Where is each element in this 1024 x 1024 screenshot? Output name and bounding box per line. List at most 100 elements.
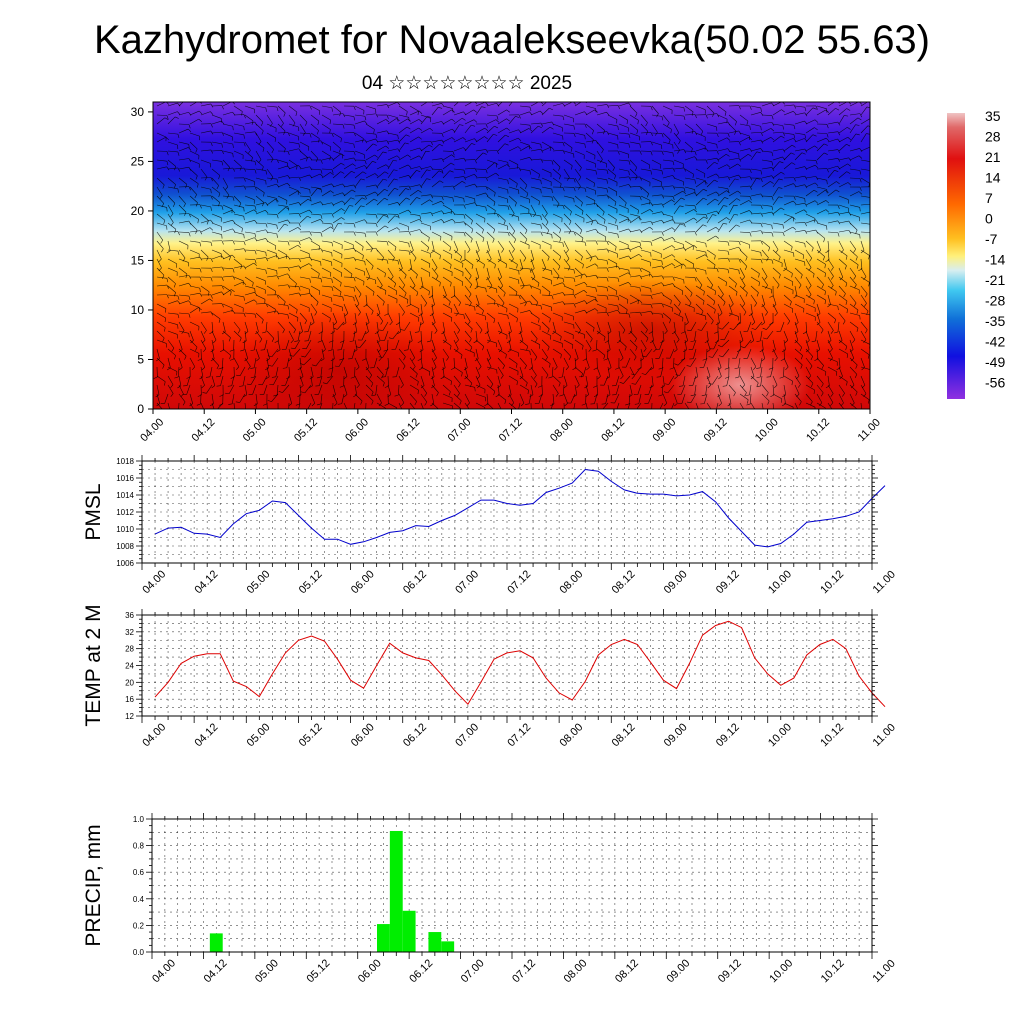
y-tick-label: 36 xyxy=(125,611,134,620)
x-tick-label: 08.00 xyxy=(557,568,585,596)
x-tick-label: 10.00 xyxy=(766,721,794,749)
chart-title: Kazhydromet for Novaalekseevka(50.02 55.… xyxy=(93,18,930,62)
precip-bar xyxy=(377,924,390,952)
y-tick-label: 20 xyxy=(125,678,134,687)
grid xyxy=(142,615,872,716)
y-tick-label: 20 xyxy=(131,204,145,218)
colorbar-label: -28 xyxy=(985,293,1005,309)
precip-bar xyxy=(402,910,416,952)
x-tick-label: 04.12 xyxy=(192,568,220,596)
colorbar-label: -56 xyxy=(985,375,1005,391)
y-tick-label: 25 xyxy=(131,154,145,168)
x-tick-label: 10.12 xyxy=(804,416,832,444)
x-tick-label: 07.12 xyxy=(505,721,533,749)
colorbar-label: -21 xyxy=(985,272,1005,288)
x-tick-label: 04.00 xyxy=(138,416,166,444)
x-tick-label: 10.12 xyxy=(819,957,847,985)
y-axis-label: TEMP at 2 M xyxy=(82,604,105,726)
colorbar-label: -7 xyxy=(985,231,998,247)
x-tick-label: 05.12 xyxy=(304,957,332,985)
x-tick-label: 06.00 xyxy=(343,416,371,444)
temperature-cross-section: 0 5 10 15 20 25 30 04.00 04.12 05.00 05.12 06.00 06.… xyxy=(131,101,883,444)
x-tick-label: 11.00 xyxy=(870,958,897,985)
y-tick-label: 28 xyxy=(125,645,134,654)
colorbar-label: 21 xyxy=(985,149,1001,165)
x-tick-label: 11.00 xyxy=(871,722,898,749)
y-tick-label: 1012 xyxy=(116,508,134,517)
x-tick-label: 05.00 xyxy=(245,568,273,596)
y-tick-label: 0.8 xyxy=(133,842,145,851)
colorbar-label: 7 xyxy=(985,190,993,206)
colorbar-label: 14 xyxy=(985,170,1001,186)
x-tick-label: 06.00 xyxy=(349,568,377,596)
y-tick-label: 0.6 xyxy=(133,868,145,877)
x-tick-label: 09.00 xyxy=(662,568,690,596)
colorbar-label: -14 xyxy=(985,252,1005,268)
series-line xyxy=(154,620,886,708)
pmsl-chart: 1006 1008 1010 1012 1014 1016 1018 04.00 04.12 05… xyxy=(82,455,898,596)
x-tick-label: 07.12 xyxy=(505,568,533,596)
x-tick-label: 10.00 xyxy=(766,568,794,596)
y-tick-label: 0 xyxy=(137,402,144,416)
x-tick-label: 10.12 xyxy=(818,568,846,596)
precip-bar xyxy=(441,941,455,952)
y-tick-label: 5 xyxy=(137,352,144,366)
x-tick-label: 06.12 xyxy=(407,957,435,985)
x-tick-label: 05.12 xyxy=(292,416,320,444)
precip-chart: 0.0 0.2 0.4 0.6 0.8 1.0 04.00 04.12 05.00 05.12 06… xyxy=(82,813,898,985)
x-tick-label: 09.00 xyxy=(662,721,690,749)
y-tick-label: 1016 xyxy=(116,474,134,483)
x-tick-label: 09.12 xyxy=(716,957,744,985)
x-tick-label: 05.00 xyxy=(253,957,281,985)
x-tick-label: 08.00 xyxy=(562,957,590,985)
y-tick-label: 30 xyxy=(131,105,145,119)
x-tick-label: 06.00 xyxy=(356,957,384,985)
x-tick-label: 10.12 xyxy=(818,721,846,749)
x-tick-label: 04.12 xyxy=(192,721,220,749)
colorbar-ramp xyxy=(947,113,965,399)
y-tick-label: 0.0 xyxy=(133,948,145,957)
y-axis-label: PRECIP, mm xyxy=(82,824,105,946)
y-tick-label: 15 xyxy=(131,253,145,267)
x-tick-label: 08.12 xyxy=(613,957,641,985)
warm-core-3 xyxy=(530,280,770,380)
y-tick-label: 10 xyxy=(131,303,145,317)
y-tick-label: 32 xyxy=(125,628,134,637)
x-tick-label: 11.00 xyxy=(856,417,883,444)
x-tick-label: 06.12 xyxy=(401,721,429,749)
wind-barbs xyxy=(153,102,870,409)
x-tick-label: 07.12 xyxy=(510,957,538,985)
x-tick-label: 07.00 xyxy=(459,957,487,985)
colorbar-label: -35 xyxy=(985,313,1005,329)
series-line xyxy=(154,468,886,548)
precip-bar xyxy=(389,830,403,952)
x-tick-label: 09.12 xyxy=(702,416,730,444)
y-tick-label: 1.0 xyxy=(133,815,145,824)
colorbar-label: 0 xyxy=(985,211,993,227)
y-tick-label: 1014 xyxy=(116,491,134,500)
x-tick-label: 04.12 xyxy=(202,957,230,985)
precip-bar xyxy=(428,932,442,952)
precip-bar xyxy=(209,933,223,952)
x-tick-label: 05.00 xyxy=(245,721,273,749)
x-tick-label: 09.00 xyxy=(650,416,678,444)
x-tick-label: 04.00 xyxy=(150,957,178,985)
x-tick-label: 10.00 xyxy=(767,957,795,985)
colorbar-label: 35 xyxy=(985,108,1001,124)
x-tick-label: 06.12 xyxy=(394,416,422,444)
colorbar-label: -42 xyxy=(985,334,1005,350)
x-tick-label: 05.00 xyxy=(241,416,269,444)
y-tick-label: 12 xyxy=(125,712,134,721)
temp-chart: 12 16 20 24 28 32 36 04.00 04.12 05.00 05.12 06.00 0… xyxy=(82,604,898,749)
y-tick-label: 1006 xyxy=(116,559,134,568)
x-tick-label: 09.00 xyxy=(664,957,692,985)
y-tick-label: 0.4 xyxy=(133,895,145,904)
x-tick-label: 09.12 xyxy=(714,721,742,749)
colorbar-label: -49 xyxy=(985,354,1005,370)
x-tick-label: 05.12 xyxy=(297,568,325,596)
x-tick-label: 11.00 xyxy=(871,569,898,596)
x-tick-label: 07.00 xyxy=(446,416,474,444)
y-tick-label: 1008 xyxy=(116,542,134,551)
y-tick-label: 16 xyxy=(125,695,134,704)
